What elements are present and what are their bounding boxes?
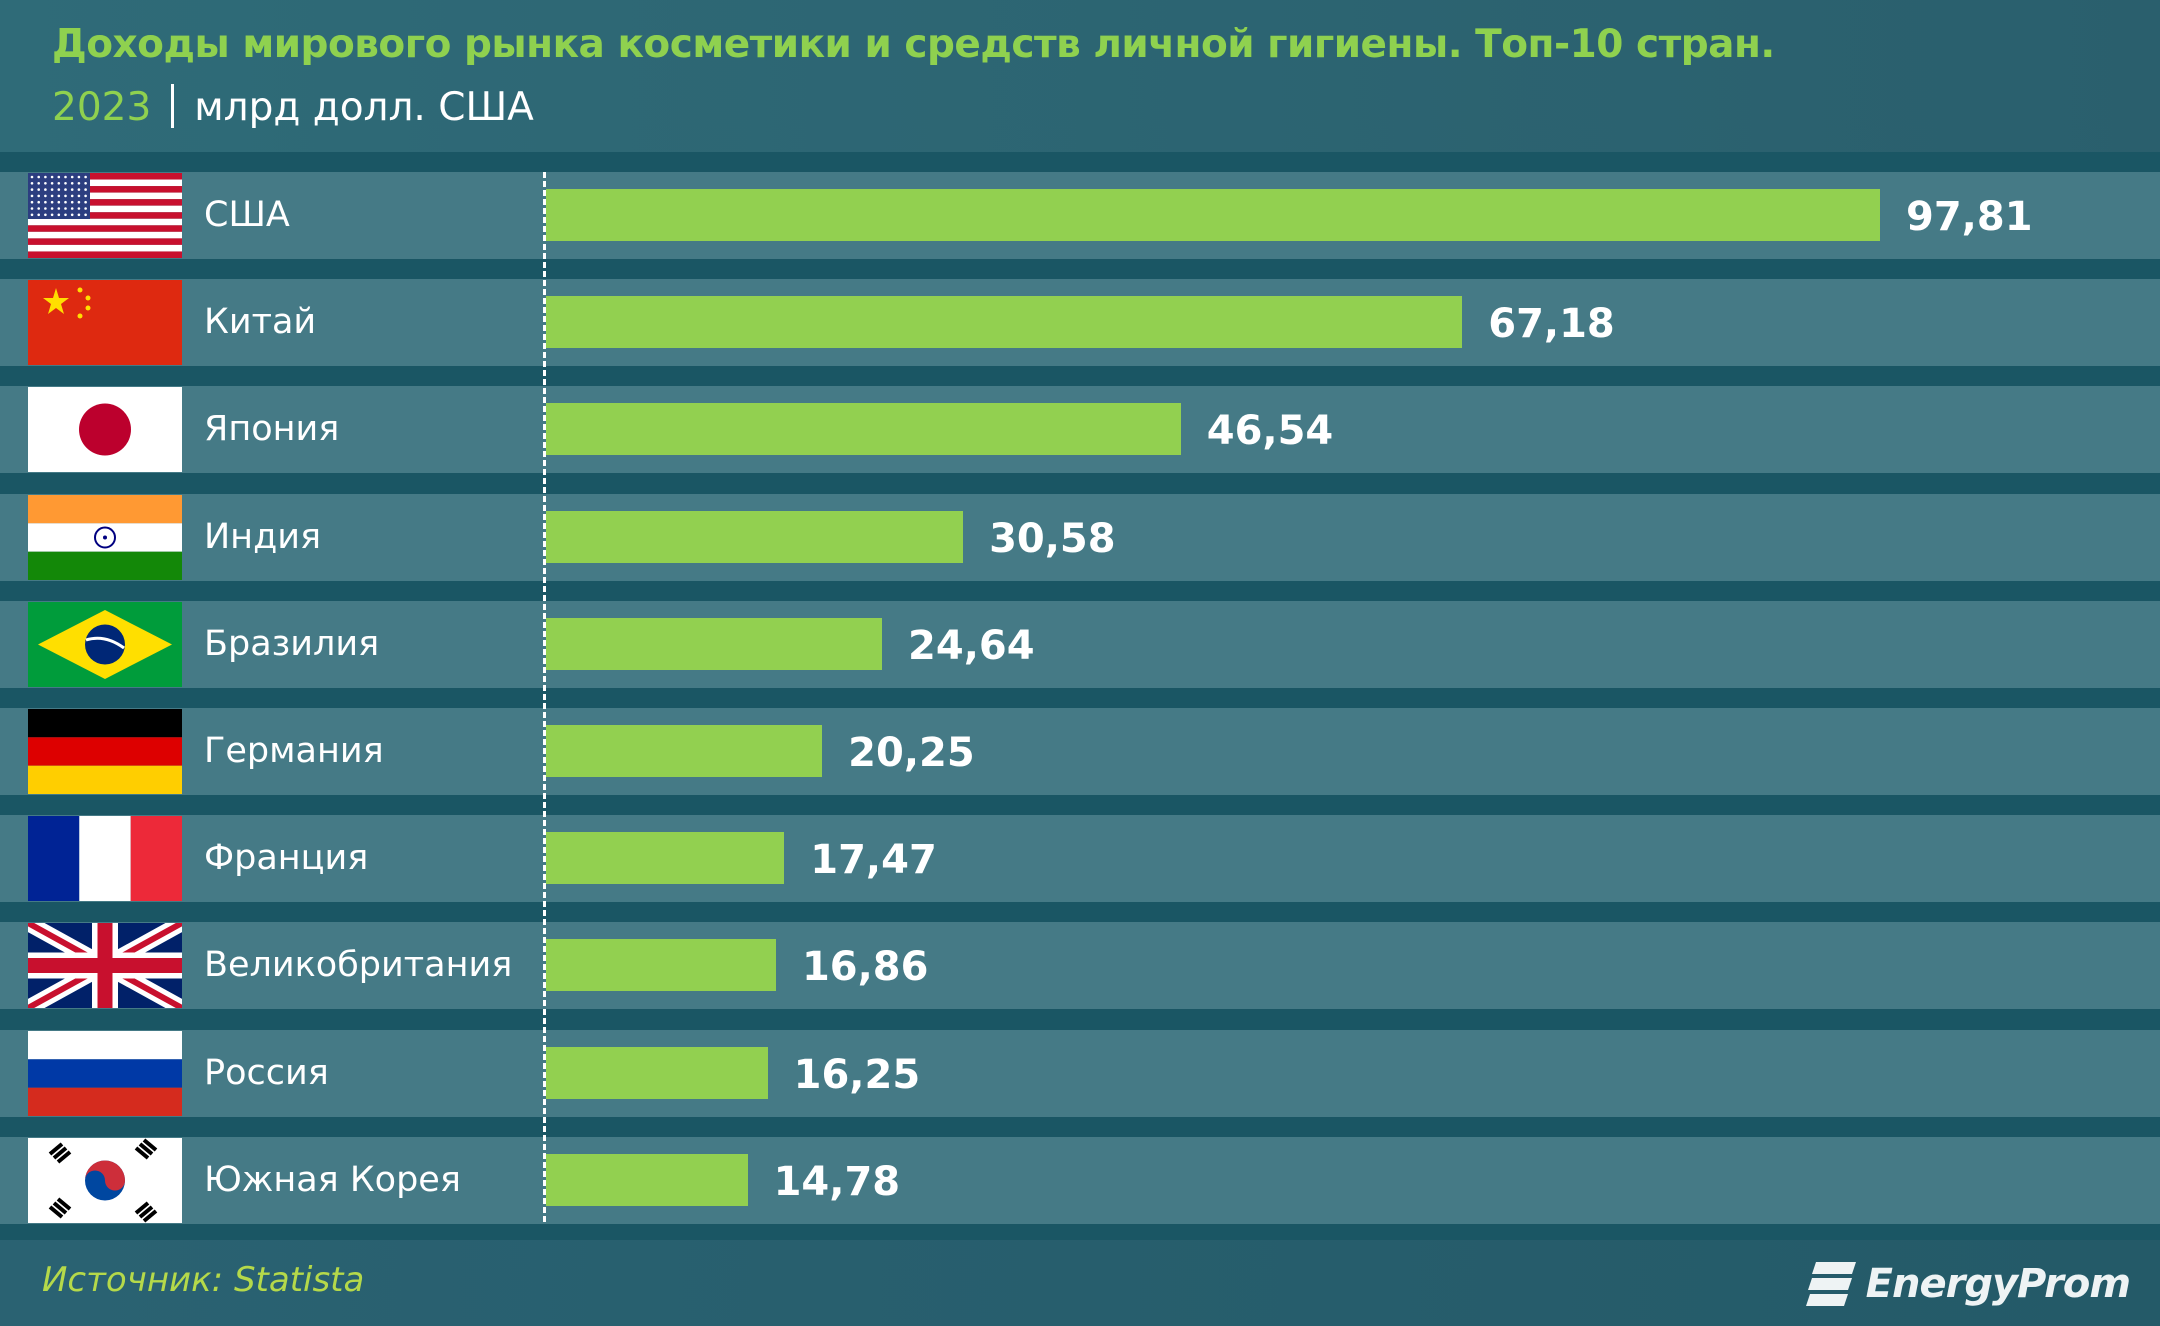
value-label: 17,47 <box>810 837 937 884</box>
unit: млрд долл. США <box>194 85 534 130</box>
header: Доходы мирового рынка косметики и средст… <box>0 0 2160 152</box>
bar-row: Индия <box>0 493 2160 581</box>
value-label: 20,25 <box>848 730 975 776</box>
category-label: Южная Корея <box>204 1159 461 1200</box>
value-label: 16,86 <box>801 944 929 991</box>
france-flag-icon <box>28 816 182 902</box>
bar <box>546 939 776 992</box>
south-korea-flag-icon <box>28 1137 182 1223</box>
bar-row: Германия <box>0 708 2160 795</box>
category-label: США <box>204 195 290 235</box>
axis-line <box>543 172 546 1222</box>
bar <box>546 725 823 777</box>
category-label: Великобритания <box>204 945 513 986</box>
value-label: 67,18 <box>1488 301 1615 348</box>
value-label: 30,58 <box>989 515 1116 562</box>
bar <box>546 296 1463 349</box>
value-label: 46,54 <box>1206 408 1334 455</box>
bar-row: Россия <box>0 1029 2160 1117</box>
japan-flag-icon <box>28 387 182 473</box>
china-flag-icon <box>28 280 182 366</box>
category-label: Россия <box>204 1052 329 1093</box>
bar <box>546 832 785 885</box>
bar <box>546 1046 768 1099</box>
logo: EnergyProm <box>1805 1254 2131 1314</box>
value-label: 14,78 <box>773 1158 901 1205</box>
bar-row: Франция <box>0 815 2160 903</box>
bar-row: Великобритания <box>0 922 2160 1010</box>
bar-row: Бразилия <box>0 600 2160 688</box>
logo-text: EnergyProm <box>1865 1261 2131 1307</box>
value-label: 24,64 <box>908 622 1035 669</box>
category-label: Франция <box>204 838 369 879</box>
india-flag-icon <box>28 494 182 580</box>
bar-row: Южная Корея <box>0 1136 2160 1224</box>
source: Источник: Statista <box>42 1260 365 1300</box>
value-label: 16,25 <box>793 1051 921 1098</box>
year: 2023 <box>52 85 152 130</box>
category-label: Индия <box>204 516 322 557</box>
chart-subtitle: 2023 млрд долл. США <box>52 84 534 130</box>
category-label: Китай <box>204 302 317 343</box>
uk-flag-icon <box>28 923 182 1009</box>
value-label: 97,81 <box>1906 194 2033 240</box>
germany-flag-icon <box>28 709 182 794</box>
bar <box>546 403 1181 456</box>
energyprom-logo-icon <box>1805 1262 1856 1306</box>
bar <box>546 1153 748 1206</box>
category-label: Япония <box>204 409 340 450</box>
chart-title: Доходы мирового рынка косметики и средст… <box>52 22 1775 67</box>
bar <box>546 189 1880 241</box>
russia-flag-icon <box>28 1030 182 1116</box>
footer: Источник: Statista EnergyProm <box>0 1240 2160 1326</box>
bar <box>546 617 883 670</box>
us-flag-icon <box>28 173 182 258</box>
category-label: Германия <box>204 731 384 771</box>
bar-row: Япония <box>0 386 2160 474</box>
separator <box>171 84 175 128</box>
bar <box>546 510 964 563</box>
category-label: Бразилия <box>204 623 380 664</box>
brazil-flag-icon <box>28 601 182 687</box>
